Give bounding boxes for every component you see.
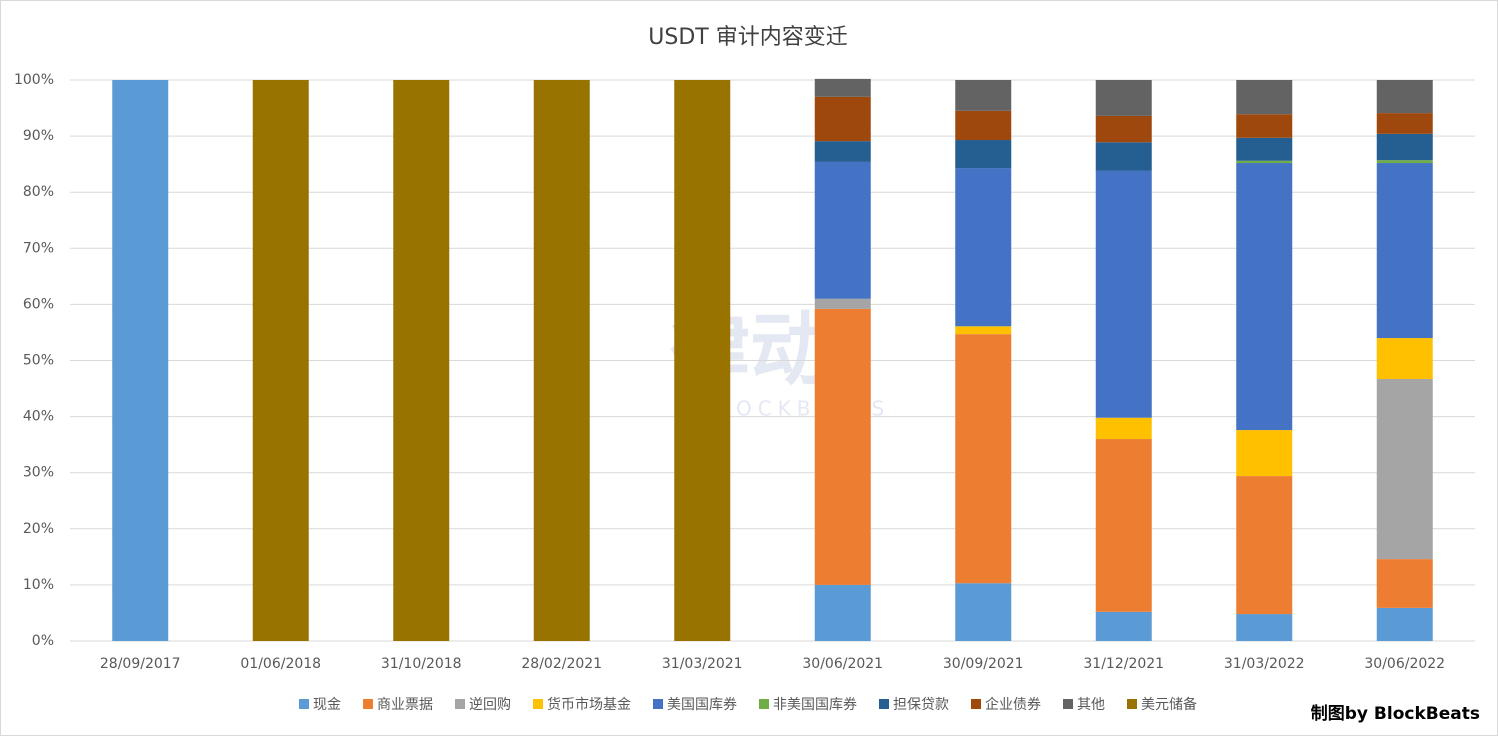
- y-tick-label: 70%: [23, 240, 54, 256]
- y-tick-label: 50%: [23, 353, 54, 369]
- legend-swatch: [759, 699, 769, 709]
- bar-segment: [1095, 417, 1152, 440]
- y-tick-label: 80%: [23, 184, 54, 200]
- bar-segment: [814, 298, 871, 309]
- bar-segment: [393, 80, 450, 641]
- x-tick-label: 01/06/2018: [240, 656, 321, 672]
- legend-swatch: [455, 699, 465, 709]
- legend-label: 美国国库券: [667, 697, 737, 713]
- bar-segment: [1095, 170, 1152, 418]
- bar-segment: [533, 80, 590, 641]
- bar-segment: [1095, 115, 1152, 143]
- x-tick-label: 30/09/2021: [943, 656, 1024, 672]
- legend-label: 企业债券: [985, 696, 1041, 713]
- bar-segment: [955, 583, 1012, 641]
- bar-segment: [1095, 142, 1152, 171]
- legend-swatch: [363, 699, 373, 709]
- legend-swatch: [533, 699, 543, 709]
- bar-segment: [1376, 80, 1433, 114]
- bar-segment: [814, 96, 871, 142]
- bar-segment: [814, 161, 871, 299]
- y-tick-label: 60%: [23, 296, 54, 312]
- legend-swatch: [971, 699, 981, 709]
- x-tick-label: 31/03/2022: [1224, 656, 1305, 672]
- x-tick-label: 31/12/2021: [1083, 656, 1164, 672]
- y-tick-label: 40%: [23, 409, 54, 425]
- legend-label: 货币市场基金: [547, 696, 631, 713]
- legend-swatch: [299, 699, 309, 709]
- y-tick-label: 100%: [14, 72, 54, 88]
- bar-segment: [1376, 379, 1433, 560]
- bar-segment: [1376, 338, 1433, 380]
- bar-segment: [1236, 114, 1293, 138]
- credit: 制图by BlockBeats: [1311, 703, 1480, 724]
- legend-label: 担保贷款: [893, 697, 949, 713]
- legend-swatch: [653, 699, 663, 709]
- bar-segment: [1376, 607, 1433, 641]
- legend-label: 逆回购: [469, 697, 511, 713]
- bar-segment: [814, 141, 871, 162]
- bar-segment: [955, 140, 1012, 169]
- bar-segment: [1095, 611, 1152, 641]
- bar-segment: [1236, 163, 1293, 431]
- x-tick-label: 30/06/2021: [802, 656, 883, 672]
- bar-segment: [1376, 163, 1433, 339]
- legend-swatch: [879, 699, 889, 709]
- x-tick-label: 31/10/2018: [381, 656, 462, 672]
- legend-label: 美元储备: [1141, 696, 1197, 713]
- bar-segment: [955, 326, 1012, 335]
- bar-segment: [112, 80, 169, 641]
- x-tick-label: 30/06/2022: [1364, 656, 1445, 672]
- bar-segment: [1236, 160, 1293, 164]
- legend-label: 商业票据: [377, 697, 433, 713]
- legend-swatch: [1127, 699, 1137, 709]
- chart-title: USDT 审计内容变迁: [648, 25, 847, 50]
- y-tick-label: 90%: [23, 128, 54, 144]
- y-tick-label: 30%: [23, 465, 54, 481]
- bar-segment: [1376, 113, 1433, 134]
- legend-label: 现金: [313, 697, 341, 713]
- bar-segment: [1376, 559, 1433, 608]
- y-tick-label: 0%: [32, 633, 54, 649]
- bar-segment: [955, 334, 1012, 584]
- bar-segment: [1095, 439, 1152, 612]
- x-tick-label: 28/02/2021: [521, 656, 602, 672]
- bar-segment: [252, 80, 309, 641]
- bar-segment: [1376, 133, 1433, 161]
- bar-segment: [1236, 137, 1293, 161]
- bar-segment: [1236, 614, 1293, 641]
- x-tick-label: 31/03/2021: [662, 656, 743, 672]
- bar-segment: [814, 308, 871, 585]
- legend-swatch: [1063, 699, 1073, 709]
- legend-label: 其他: [1077, 697, 1105, 713]
- bar-segment: [955, 80, 1012, 111]
- bar-segment: [1095, 80, 1152, 116]
- bar-segment: [955, 168, 1012, 327]
- bar-segment: [1236, 80, 1293, 115]
- y-tick-label: 20%: [23, 521, 54, 537]
- bar-segment: [1376, 160, 1433, 164]
- bar-segment: [814, 584, 871, 641]
- bar-segment: [1236, 430, 1293, 477]
- x-tick-label: 28/09/2017: [100, 656, 181, 672]
- bar-segment: [814, 78, 871, 97]
- legend-label: 非美国国库券: [773, 697, 857, 713]
- y-tick-label: 10%: [23, 577, 54, 593]
- bar-segment: [674, 80, 731, 641]
- bar-segment: [955, 110, 1012, 141]
- bar-segment: [1236, 476, 1293, 615]
